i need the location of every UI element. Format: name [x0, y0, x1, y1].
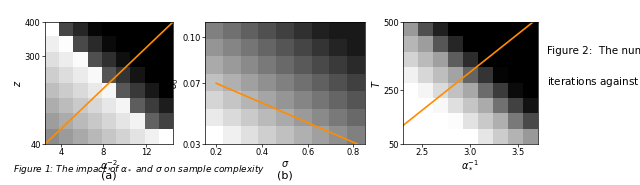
- Y-axis label: $T$: $T$: [370, 79, 382, 88]
- X-axis label: $\alpha_*^{-1}$: $\alpha_*^{-1}$: [461, 159, 479, 172]
- Text: (a): (a): [101, 171, 116, 181]
- Text: (b): (b): [277, 171, 292, 181]
- X-axis label: $\alpha_*^{-2}$: $\alpha_*^{-2}$: [100, 159, 118, 172]
- Y-axis label: $\delta_0$: $\delta_0$: [167, 77, 180, 89]
- X-axis label: $\sigma$: $\sigma$: [280, 159, 289, 169]
- Text: Figure 1: The impact of $\alpha_*$ and $\sigma$ on sample complexity: Figure 1: The impact of $\alpha_*$ and $…: [13, 163, 265, 176]
- Y-axis label: $z$: $z$: [13, 80, 24, 87]
- Text: Figure 2:  The number of: Figure 2: The number of: [547, 46, 640, 56]
- Text: iterations against $\alpha_*^{-1}$.: iterations against $\alpha_*^{-1}$.: [547, 74, 640, 89]
